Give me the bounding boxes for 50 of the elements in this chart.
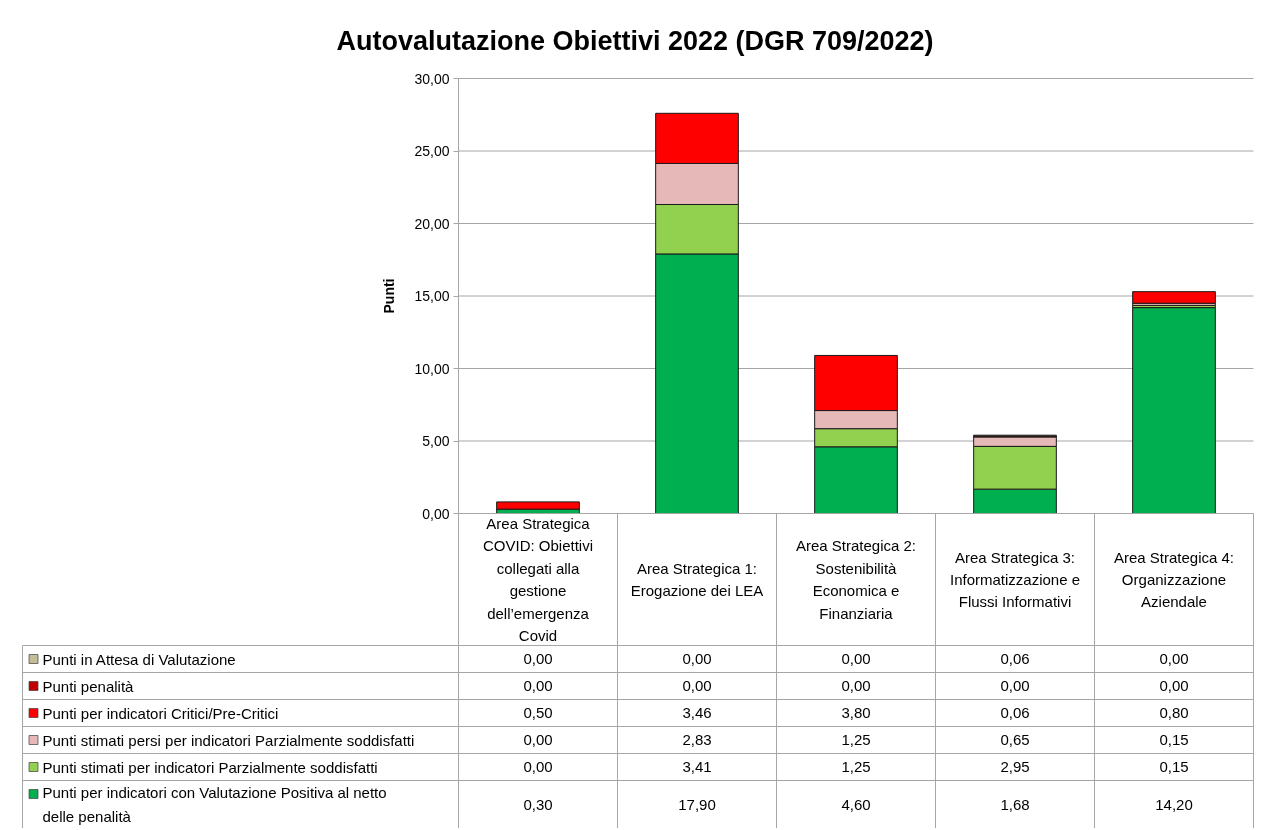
data-label: 0,00 bbox=[523, 758, 553, 775]
legend-label: Punti penalità bbox=[42, 677, 135, 695]
data-label: 1,25 bbox=[841, 731, 871, 748]
data-label: 0,15 bbox=[1159, 731, 1189, 748]
data-label: 3,46 bbox=[682, 704, 712, 721]
data-label: 0,00 bbox=[682, 677, 712, 694]
data-label: 14,20 bbox=[1155, 795, 1193, 813]
y-tick-label: 0,00 bbox=[422, 505, 450, 522]
data-label: 0,06 bbox=[1000, 650, 1030, 667]
data-label: 0,00 bbox=[523, 731, 553, 748]
data-label: 3,80 bbox=[841, 704, 871, 721]
x-tick-label: Area Strategica 1: Erogazione dei LEA bbox=[630, 559, 764, 600]
y-tick-label: 20,00 bbox=[414, 215, 450, 232]
data-label: 3,41 bbox=[682, 758, 712, 775]
y-tick-label: 15,00 bbox=[414, 288, 450, 304]
y-tick-label: 25,00 bbox=[414, 143, 450, 159]
data-label: 0,06 bbox=[1000, 704, 1030, 721]
x-tick-label: Area Strategica COVID: Obiettivi collegati alla gestione dell’emergenza Covid bbox=[482, 514, 594, 645]
data-label: 17,90 bbox=[678, 795, 716, 813]
data-label: 1,68 bbox=[1000, 795, 1030, 813]
x-tick-label: Area Strategica 3: Informatizzazione e Flussi Informativi bbox=[949, 548, 1081, 611]
data-label: 1,25 bbox=[841, 758, 871, 775]
data-label: 0,30 bbox=[523, 795, 553, 813]
legend-label: Punti stimati persi per indicatori Parzialmente soddisfatti bbox=[42, 731, 415, 749]
data-label: 0,00 bbox=[523, 650, 553, 667]
legend-label: Punti in Attesa di Valutazione bbox=[42, 650, 236, 668]
x-tick-label: Area Strategica 4: Organizzazione Aziendale bbox=[1113, 548, 1235, 611]
data-label: 0,80 bbox=[1159, 704, 1189, 721]
data-label: 0,65 bbox=[1000, 731, 1030, 748]
y-axis-title: Punti bbox=[381, 278, 398, 314]
data-label: 0,00 bbox=[1000, 677, 1030, 694]
data-label: 0,00 bbox=[841, 650, 871, 667]
x-tick-label: Area Strategica 2: Sostenibilità Economica e Finanziaria bbox=[795, 537, 917, 622]
y-tick-label: 10,00 bbox=[414, 360, 450, 377]
legend-label: Punti per indicatori con Valutazione Positiva al netto delle penalità bbox=[42, 784, 387, 825]
y-tick-label: 30,00 bbox=[414, 70, 450, 87]
data-label: 0,50 bbox=[523, 704, 553, 721]
legend-label: Punti stimati per indicatori Parzialmente soddisfatti bbox=[42, 758, 378, 776]
data-label: 0,00 bbox=[1159, 677, 1189, 694]
data-label: 0,00 bbox=[841, 677, 871, 694]
legend-label: Punti per indicatori Critici/Pre-Critici bbox=[42, 704, 279, 722]
data-label: 2,95 bbox=[1000, 758, 1030, 775]
data-label: 0,15 bbox=[1159, 758, 1189, 775]
data-label: 0,00 bbox=[1159, 650, 1189, 667]
data-label: 0,00 bbox=[523, 677, 553, 694]
data-label: 0,00 bbox=[682, 650, 712, 667]
data-label: 2,83 bbox=[682, 731, 712, 748]
data-label: 4,60 bbox=[841, 795, 871, 813]
y-tick-label: 5,00 bbox=[422, 433, 450, 449]
chart-title: Autovalutazione Obiettivi 2022 (DGR 709/2022) bbox=[336, 25, 934, 56]
